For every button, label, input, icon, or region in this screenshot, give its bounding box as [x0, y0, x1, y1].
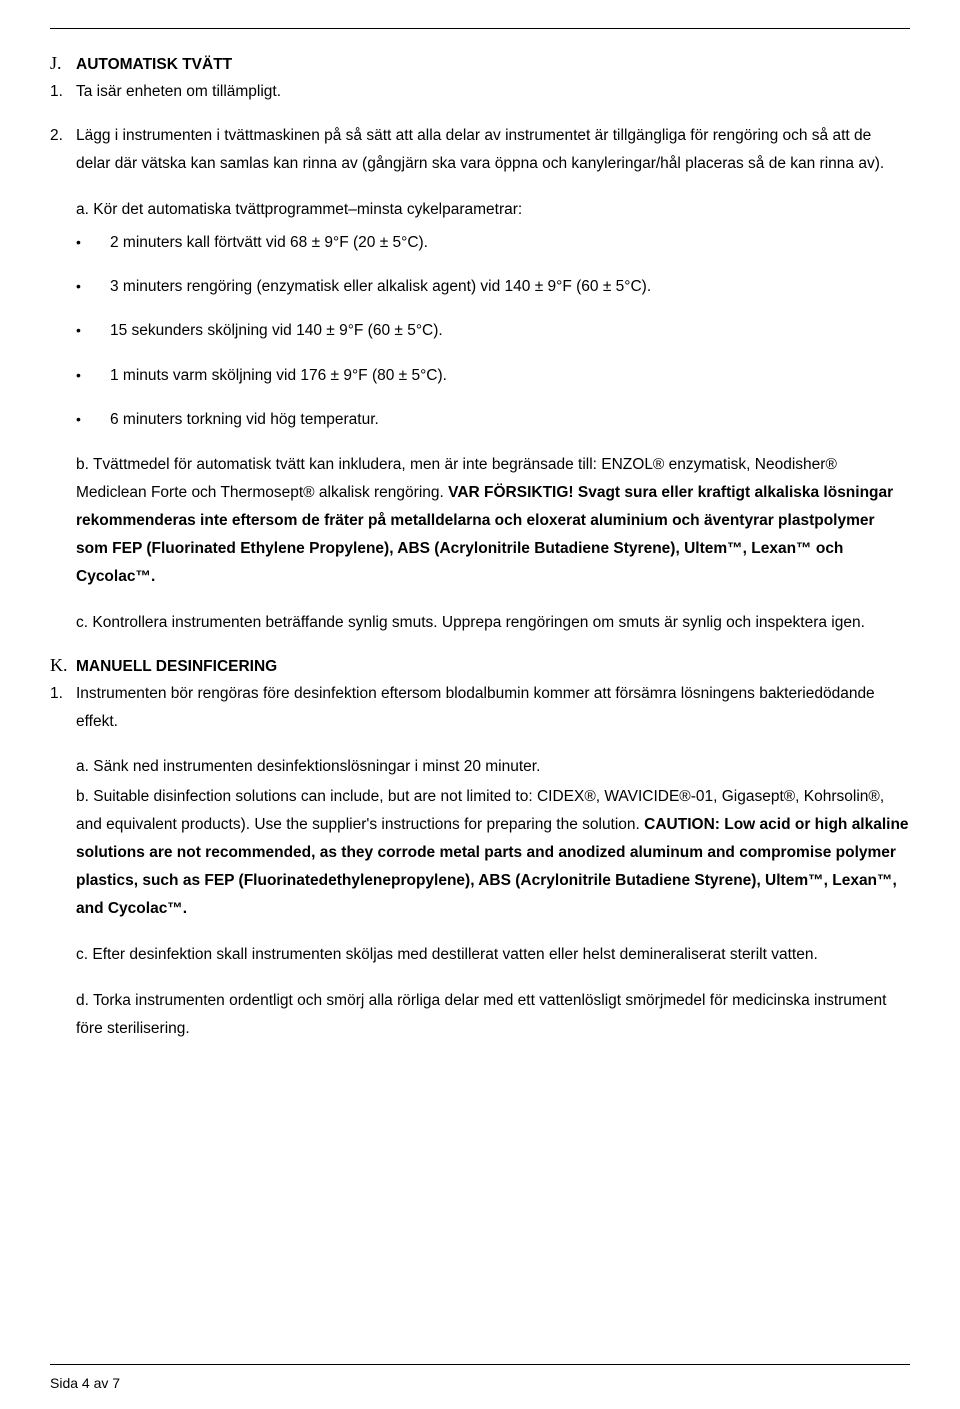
j-bullet-3-text: 1 minuts varm sköljning vid 176 ± 9°F (8…	[110, 363, 910, 389]
bullet-icon: •	[76, 319, 110, 343]
section-k-letter: K.	[50, 655, 76, 676]
k-d-text: d. Torka instrumenten ordentligt och smö…	[76, 987, 910, 1043]
bullet-icon: •	[76, 275, 110, 299]
j-bullet-1-text: 3 minuters rengöring (enzymatisk eller a…	[110, 274, 910, 300]
j-bullet-3: • 1 minuts varm sköljning vid 176 ± 9°F …	[76, 363, 910, 389]
j-item-2-text: Lägg i instrumenten i tvättmaskinen på s…	[76, 122, 910, 178]
section-k-title: MANUELL DESINFICERING	[76, 658, 277, 676]
section-j-letter: J.	[50, 53, 76, 74]
j-bullet-0-text: 2 minuters kall förtvätt vid 68 ± 9°F (2…	[110, 230, 910, 256]
k-item-1-text: Instrumenten bör rengöras före desinfekt…	[76, 680, 910, 736]
section-k-header: K. MANUELL DESINFICERING	[50, 655, 910, 676]
j-item-1-num: 1.	[50, 83, 76, 101]
k-c-text: c. Efter desinfektion skall instrumenten…	[76, 941, 910, 969]
k-item-1: 1. Instrumenten bör rengöras före desinf…	[50, 680, 910, 736]
j-item-1: 1. Ta isär enheten om tillämpligt.	[50, 78, 910, 106]
j-c-paragraph: c. Kontrollera instrumenten beträffande …	[76, 609, 910, 637]
j-b-paragraph: b. Tvättmedel för automatisk tvätt kan i…	[76, 451, 910, 590]
bullet-icon: •	[76, 231, 110, 255]
j-b-bold1: VAR FÖRSIKTIG!	[448, 484, 578, 501]
top-rule	[50, 28, 910, 29]
j-bullet-1: • 3 minuters rengöring (enzymatisk eller…	[76, 274, 910, 300]
k-item-1-num: 1.	[50, 685, 76, 703]
j-bullet-0: • 2 minuters kall förtvätt vid 68 ± 9°F …	[76, 230, 910, 256]
bullet-icon: •	[76, 364, 110, 388]
j-bullet-4-text: 6 minuters torkning vid hög temperatur.	[110, 407, 910, 433]
footer-rule	[50, 1364, 910, 1365]
page: J. AUTOMATISK TVÄTT 1. Ta isär enheten o…	[0, 0, 960, 1409]
k-a-text: a. Sänk ned instrumenten desinfektionslö…	[76, 753, 910, 781]
j-item-1-text: Ta isär enheten om tillämpligt.	[76, 78, 910, 106]
j-item-2: 2. Lägg i instrumenten i tvättmaskinen p…	[50, 122, 910, 178]
k-b-paragraph: b. Suitable disinfection solutions can i…	[76, 783, 910, 922]
j-bullet-4: • 6 minuters torkning vid hög temperatur…	[76, 407, 910, 433]
section-j-title: AUTOMATISK TVÄTT	[76, 56, 232, 74]
j-a-label: a. Kör det automatiska tvättprogrammet–m…	[76, 196, 910, 224]
bullet-icon: •	[76, 408, 110, 432]
section-j-header: J. AUTOMATISK TVÄTT	[50, 53, 910, 74]
j-bullet-2: • 15 sekunders sköljning vid 140 ± 9°F (…	[76, 318, 910, 344]
page-footer: Sida 4 av 7	[50, 1364, 910, 1391]
footer-text: Sida 4 av 7	[50, 1375, 910, 1391]
j-bullet-2-text: 15 sekunders sköljning vid 140 ± 9°F (60…	[110, 318, 910, 344]
j-item-2-num: 2.	[50, 127, 76, 145]
